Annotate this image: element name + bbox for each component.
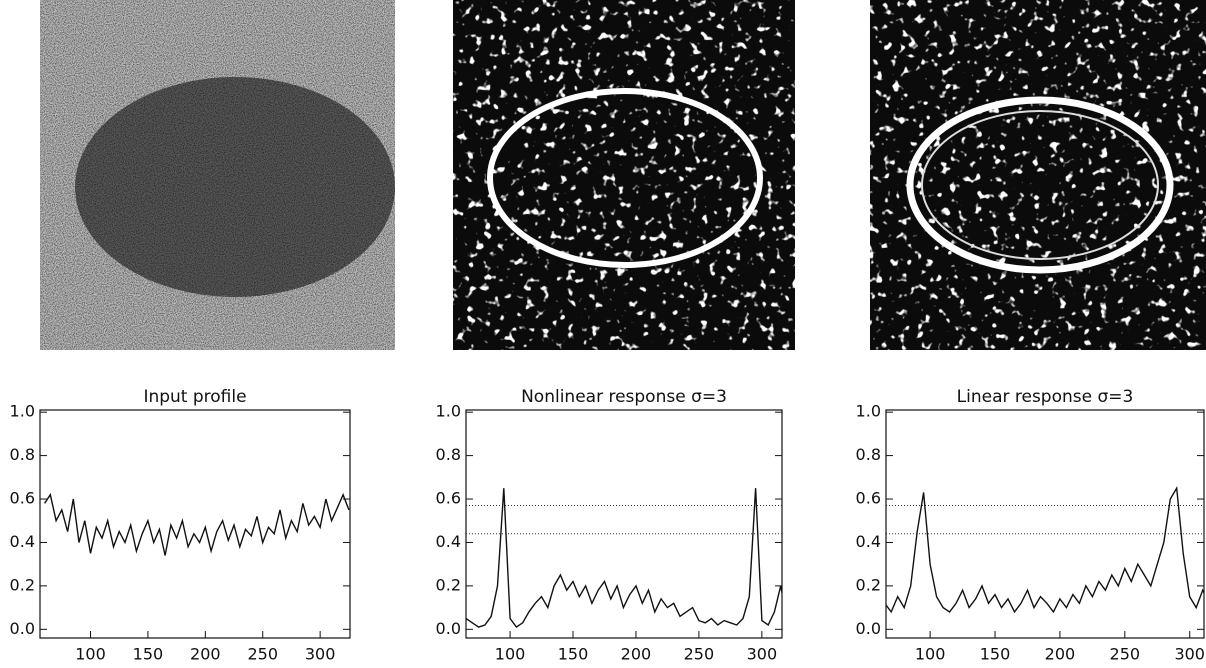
linear-image — [870, 0, 1206, 350]
plot-area — [886, 486, 1204, 614]
chart-title: Nonlinear response σ=3 — [521, 387, 727, 407]
y-tick-label: 0.4 — [856, 532, 881, 551]
nonlinear-image — [453, 0, 795, 350]
x-tick-label: 250 — [1110, 645, 1141, 664]
x-tick-label: 300 — [305, 645, 336, 664]
y-tick-label: 0.2 — [436, 575, 461, 594]
y-tick-label: 0.2 — [856, 575, 881, 594]
y-tick-label: 0.6 — [436, 489, 461, 508]
x-tick-label: 150 — [558, 645, 589, 664]
y-tick-label: 0.0 — [436, 619, 461, 638]
x-tick-label: 200 — [190, 645, 221, 664]
chart-title: Input profile — [143, 387, 246, 407]
x-tick-label: 200 — [1045, 645, 1076, 664]
y-tick-label: 0.8 — [436, 445, 461, 464]
y-tick-label: 0.0 — [856, 619, 881, 638]
x-tick-label: 300 — [747, 645, 778, 664]
y-tick-label: 1.0 — [856, 402, 881, 421]
data-line — [886, 486, 1204, 614]
x-tick-label: 200 — [621, 645, 652, 664]
x-tick-label: 150 — [133, 645, 164, 664]
x-tick-label: 100 — [915, 645, 946, 664]
x-tick-label: 300 — [1174, 645, 1205, 664]
chart-title: Linear response σ=3 — [957, 387, 1134, 407]
x-tick-label: 250 — [247, 645, 278, 664]
y-tick-label: 0.4 — [10, 532, 35, 551]
x-tick-label: 100 — [75, 645, 106, 664]
y-tick-label: 0.6 — [10, 489, 35, 508]
plot-area — [44, 492, 350, 556]
plot-area — [466, 488, 782, 629]
y-tick-label: 0.4 — [436, 532, 461, 551]
data-line — [466, 488, 782, 629]
y-tick-label: 0.2 — [10, 575, 35, 594]
y-tick-label: 0.8 — [856, 445, 881, 464]
y-tick-label: 0.8 — [10, 445, 35, 464]
y-tick-label: 1.0 — [10, 402, 35, 421]
x-tick-label: 250 — [684, 645, 715, 664]
input-image — [40, 0, 395, 350]
y-tick-label: 1.0 — [436, 402, 461, 421]
plot-frame — [465, 409, 783, 639]
data-line — [44, 492, 350, 556]
x-tick-label: 100 — [495, 645, 526, 664]
x-tick-label: 150 — [980, 645, 1011, 664]
y-tick-label: 0.0 — [10, 619, 35, 638]
plot-frame — [885, 409, 1205, 639]
y-tick-label: 0.6 — [856, 489, 881, 508]
plot-frame — [39, 409, 351, 639]
